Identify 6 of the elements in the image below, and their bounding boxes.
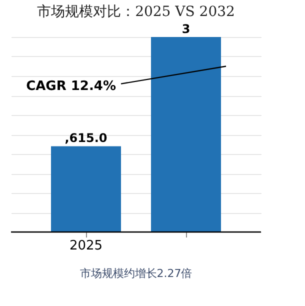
text: 市场规模约增长2.27倍 — [80, 267, 192, 280]
chart-title: 市场规模对比：2025 VS 2032 — [37, 4, 235, 20]
text: ,615.0 — [64, 131, 108, 146]
text: 3 — [182, 22, 190, 36]
annotation: CAGR 12.4% — [26, 78, 116, 94]
x-tick-label: 2025 — [69, 238, 103, 254]
